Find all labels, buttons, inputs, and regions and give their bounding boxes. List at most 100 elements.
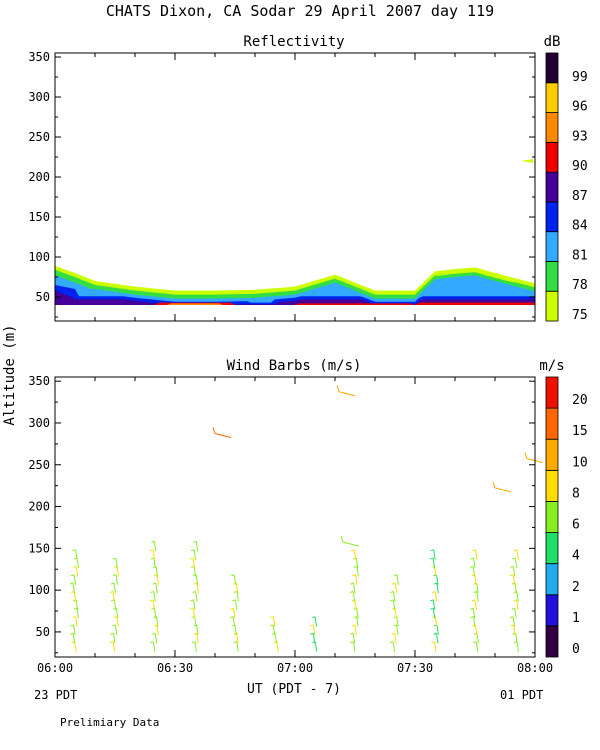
- wind-frame: [54, 376, 536, 658]
- reflectivity-patch: [521, 159, 533, 163]
- wind-barb-flag: [69, 582, 74, 585]
- colorbar-swatch: [545, 171, 559, 203]
- y-tick-label: 350: [28, 374, 50, 388]
- colorbar-label: 93: [572, 129, 588, 144]
- wind-barb-flag: [73, 607, 78, 610]
- wind-barb: [472, 566, 476, 577]
- wind-barb-flag: [113, 565, 118, 568]
- wind-barb: [232, 616, 236, 627]
- wind-barb: [115, 557, 118, 569]
- wind-barb: [196, 624, 199, 635]
- wind-axes: 50 100 150 200 250 300 350 06:00 06:30 07:00 07:30…: [28, 374, 553, 675]
- wind-barb-flag: [70, 591, 75, 593]
- wind-barb: [394, 608, 398, 619]
- wind-barb-flag: [310, 624, 314, 627]
- colorbar-swatch: [545, 594, 559, 627]
- y-tick-label: 250: [28, 130, 50, 144]
- colorbar-swatch: [545, 52, 559, 84]
- wind-barb-flag: [350, 632, 354, 635]
- wind-barb: [156, 624, 159, 635]
- wind-barb: [155, 616, 159, 627]
- wind-barb-flag: [191, 641, 196, 644]
- wind-barb-flag: [430, 607, 434, 610]
- colorbar-swatch: [545, 469, 559, 502]
- wind-barb: [194, 641, 198, 652]
- wind-barb: [152, 549, 156, 560]
- y-tick-label: 300: [28, 416, 50, 430]
- wind-barb: [75, 616, 78, 627]
- colorbar-swatch: [545, 290, 559, 322]
- wind-barb-flag: [350, 582, 354, 585]
- wind-barb-flag: [270, 624, 274, 627]
- wind-barb-flag: [230, 607, 234, 610]
- wind-barb: [473, 557, 476, 569]
- colorbar-label: 75: [572, 308, 588, 323]
- wind-barb-flag: [113, 616, 118, 619]
- wind-barb-flag: [471, 599, 476, 602]
- wind-barb-flag: [150, 557, 155, 560]
- wind-barb: [112, 591, 116, 602]
- wind-barb: [115, 608, 119, 619]
- colorbar-label: 90: [572, 159, 588, 174]
- colorbar-swatch: [545, 563, 559, 596]
- wind-barb: [276, 641, 279, 652]
- wind-barb-flag: [192, 591, 196, 593]
- y-tick-label: 50: [36, 625, 50, 639]
- wind-barb-flag: [110, 632, 114, 635]
- colorbar-label: 10: [572, 455, 588, 470]
- wind-barb: [112, 641, 116, 652]
- colorbar-swatch: [545, 231, 559, 262]
- wind-barb-flag: [509, 616, 514, 619]
- wind-barb-flag: [150, 591, 154, 593]
- wind-barb: [274, 633, 278, 644]
- colorbar-swatch: [545, 532, 559, 565]
- wind-barb: [195, 591, 198, 602]
- wind-barb: [434, 566, 437, 577]
- colorbar-swatch: [545, 501, 559, 533]
- wind-barb: [516, 641, 519, 652]
- footer-note: Prelimiary Data: [60, 716, 159, 729]
- colorbar-label: 99: [572, 70, 588, 85]
- x-axis-label: UT (PDT - 7): [247, 682, 341, 697]
- y-tick-label: 50: [36, 290, 50, 304]
- wind-barb: [513, 624, 516, 635]
- wind-barb-flag: [73, 565, 77, 568]
- colorbar-swatch: [545, 82, 559, 113]
- wind-barb-flag: [469, 565, 474, 568]
- wind-barb: [394, 583, 398, 594]
- wind-barb: [432, 557, 436, 569]
- wind-barb: [75, 599, 79, 610]
- reflectivity-axes: 50 100 150 200 250 300 350: [28, 50, 536, 321]
- wind-barb-flag: [430, 599, 434, 602]
- wind-barb: [75, 549, 78, 560]
- wind-barb-flag: [390, 591, 394, 593]
- wind-title: Wind Barbs (m/s): [227, 358, 362, 374]
- wind-colorbar-unit: m/s: [539, 358, 564, 374]
- wind-barb: [192, 557, 195, 569]
- wind-barb-flag: [149, 549, 154, 552]
- wind-barb-flag: [233, 641, 237, 644]
- wind-barb: [76, 557, 79, 569]
- wind-barb-flag: [472, 549, 476, 552]
- wind-barb-flag: [193, 632, 197, 635]
- wind-barb: [516, 591, 519, 602]
- wind-barb: [113, 599, 117, 610]
- wind-barb-flag: [352, 574, 356, 577]
- wind-barb: [193, 599, 196, 610]
- colorbar-label: 4: [572, 549, 580, 564]
- wind-barb: [356, 616, 359, 627]
- wind-barb-flag: [390, 599, 394, 602]
- wind-barb-flag: [510, 624, 514, 627]
- wind-barb: [474, 574, 477, 585]
- wind-barb: [155, 583, 158, 594]
- wind-barb: [155, 566, 158, 577]
- colorbar-label: 6: [572, 518, 580, 533]
- wind-barb-flag: [510, 574, 514, 577]
- y-tick-label: 200: [28, 170, 50, 184]
- wind-barb: [236, 641, 239, 652]
- wind-barb: [314, 641, 318, 652]
- wind-barb: [512, 616, 516, 627]
- colorbar-swatch: [545, 141, 559, 173]
- colorbar-swatch: [545, 261, 559, 292]
- wind-barb: [392, 641, 396, 652]
